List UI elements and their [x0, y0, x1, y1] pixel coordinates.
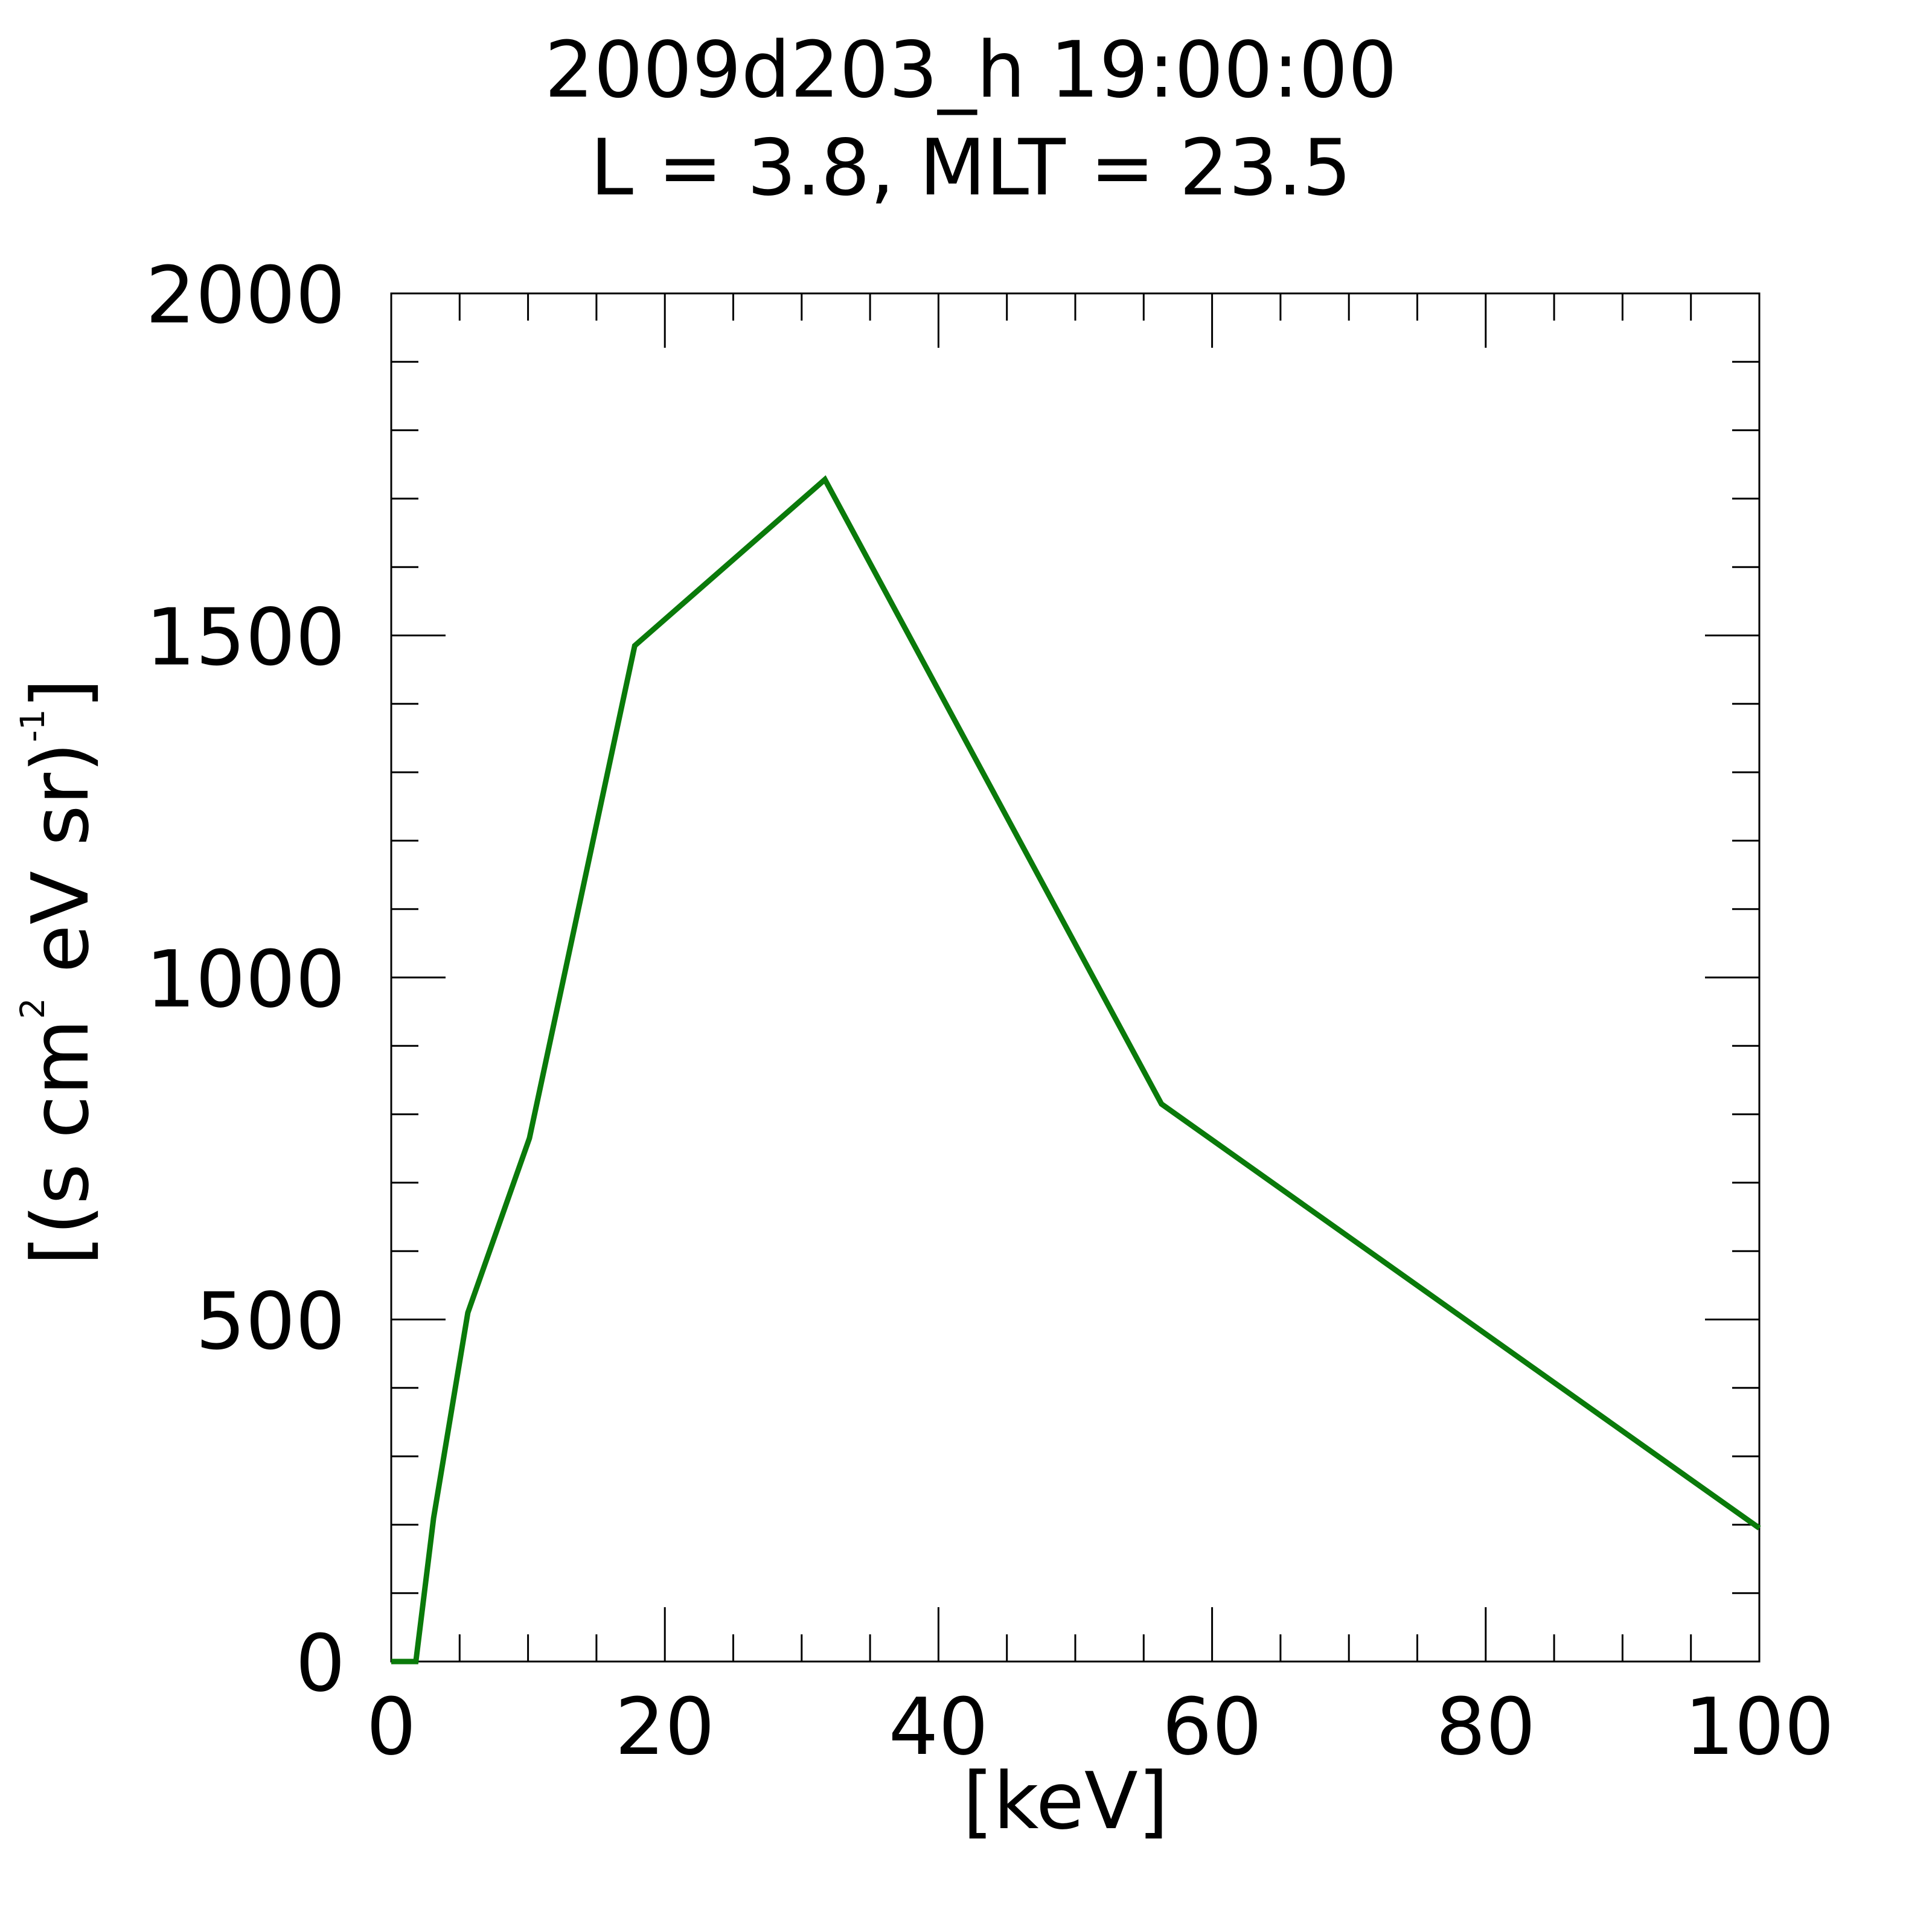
chart-subtitle: L = 3.8, MLT = 23.5: [590, 123, 1352, 213]
major-ticks: [390, 292, 1761, 1663]
y-tick-label: 0: [295, 1617, 345, 1709]
x-tick-label: 0: [366, 1681, 417, 1773]
y-tick-label: 1500: [146, 592, 345, 683]
x-tick-label: 20: [615, 1681, 714, 1773]
x-tick-label: 40: [889, 1681, 988, 1773]
x-tick-label: 60: [1162, 1681, 1262, 1773]
x-tick-label: 100: [1684, 1681, 1834, 1773]
y-axis-label-sup1: 2: [13, 998, 52, 1019]
x-tick-labels: 0 20 40 60 80 100: [366, 1681, 1834, 1773]
plot-frame: [390, 292, 1761, 1663]
y-tick-labels: 0 500 1000 1500 2000: [146, 249, 345, 1709]
series-line: [391, 475, 1761, 1665]
x-tick-label: 80: [1436, 1681, 1535, 1773]
y-tick-label: 500: [196, 1276, 345, 1367]
y-axis-label: [(s cm2 eV sr)-1]: [13, 679, 106, 1266]
x-axis-label: [keV]: [963, 1755, 1169, 1847]
y-tick-label: 2000: [146, 249, 345, 341]
minor-ticks: [391, 293, 1759, 1662]
y-tick-label: 1000: [146, 933, 345, 1025]
y-axis-label-part3: ]: [14, 679, 106, 709]
chart-title: 2009d203_h 19:00:00: [545, 25, 1397, 115]
y-axis-label-part2: eV sr): [14, 742, 106, 997]
y-axis-label-sup2: -1: [13, 709, 52, 742]
y-axis-label-part1: [(s cm: [14, 1019, 106, 1266]
